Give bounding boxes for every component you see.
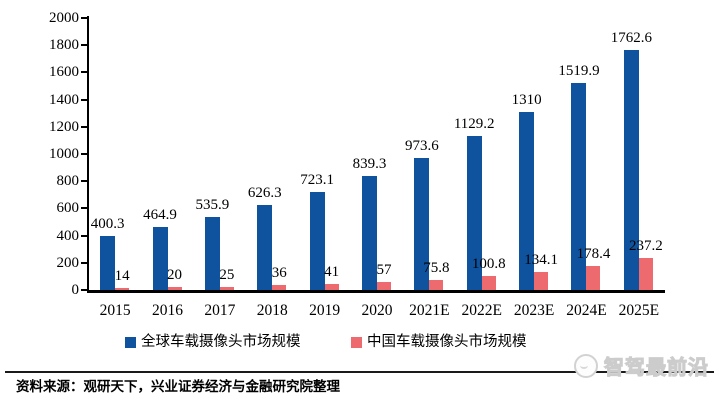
y-tick-mark	[81, 261, 88, 264]
x-tick-label: 2022E	[461, 302, 502, 319]
china-series-bar	[638, 257, 653, 290]
global-series-bar	[257, 204, 273, 290]
china-value-label: 134.1	[524, 251, 558, 268]
watermark: 智驾最前沿	[574, 351, 709, 380]
y-tick-label: 1600	[49, 64, 79, 81]
legend: 全球车载摄像头市场规模 中国车载摄像头市场规模	[0, 334, 719, 352]
y-tick-label: 400	[56, 227, 80, 244]
global-series-bar	[571, 83, 587, 290]
source-note: 资料来源：观研天下，兴业证券经济与金融研究院整理	[16, 379, 340, 394]
y-tick-mark	[81, 125, 88, 128]
global-value-label: 626.3	[247, 184, 282, 201]
legend-item-global: 全球车载摄像头市场规模	[125, 334, 301, 350]
global-series-bar	[204, 217, 220, 290]
china-series-bar	[324, 284, 339, 290]
y-tick-mark	[81, 289, 88, 291]
x-tick-label: 2020	[361, 302, 393, 319]
footer-divider-line	[5, 371, 714, 373]
y-tick-mark	[81, 98, 88, 101]
x-tick-label: 2025E	[618, 302, 660, 319]
y-tick-label: 1000	[49, 146, 79, 162]
y-tick-label: 800	[56, 173, 80, 190]
global-series-bar	[152, 226, 168, 290]
y-tick-mark	[81, 153, 88, 155]
x-axis-baseline	[87, 290, 665, 293]
y-tick-mark	[81, 71, 88, 74]
global-value-label: 1129.2	[453, 116, 495, 133]
y-tick-label: 1800	[49, 37, 79, 54]
china-series-bar	[219, 286, 234, 290]
china-value-label: 36	[271, 265, 287, 282]
china-value-label: 75.8	[423, 259, 450, 276]
legend-label-china: 中国车载摄像头市场规模	[367, 334, 527, 350]
y-tick-mark	[81, 44, 88, 47]
global-value-label: 839.3	[352, 155, 387, 172]
global-value-label: 723.1	[300, 171, 334, 188]
china-series-bar	[377, 282, 391, 290]
x-tick-label: 2016	[152, 302, 184, 319]
china-series-bar	[272, 285, 287, 290]
global-value-label: 1519.9	[558, 63, 600, 80]
smiley-circle-logo-icon	[574, 353, 598, 378]
global-value-label: 1762.6	[610, 30, 652, 47]
y-tick-label: 0	[71, 282, 80, 298]
china-series-bar	[481, 276, 496, 290]
china-value-label: 57	[376, 262, 392, 279]
global-value-label: 535.9	[195, 197, 230, 214]
global-series-bar	[623, 50, 639, 290]
china-series-bar	[429, 279, 444, 290]
global-series-bar	[519, 111, 535, 290]
global-value-label: 973.6	[404, 137, 439, 154]
global-series-bar	[309, 191, 325, 290]
x-tick-label: 2015	[99, 302, 131, 319]
china-value-label: 178.4	[576, 245, 611, 262]
global-value-label: 1310	[511, 91, 542, 108]
y-tick-label: 1200	[49, 118, 79, 135]
y-axis-line	[87, 16, 89, 293]
x-tick-label: 2023E	[513, 302, 555, 319]
y-tick-mark	[81, 207, 88, 210]
x-tick-label: 2021E	[409, 302, 450, 319]
china-value-label: 20	[167, 267, 183, 284]
china-value-label: 41	[324, 264, 340, 281]
legend-item-china: 中国车载摄像头市场规模	[351, 334, 527, 350]
china-series-bar	[167, 287, 182, 290]
china-series-bar	[534, 271, 549, 290]
y-tick-mark	[81, 17, 88, 19]
watermark-text: 智驾最前沿	[604, 357, 709, 380]
global-value-label: 464.9	[143, 206, 177, 223]
y-tick-mark	[81, 234, 88, 237]
china-value-label: 100.8	[471, 256, 506, 273]
y-tick-label: 1400	[49, 91, 79, 108]
x-tick-label: 2017	[204, 302, 236, 319]
china-value-label: 14	[114, 268, 130, 285]
china-series-bar	[586, 265, 601, 290]
legend-swatch-global	[125, 336, 136, 348]
china-value-label: 237.2	[628, 237, 663, 254]
x-tick-label: 2024E	[566, 302, 607, 319]
china-series-bar	[115, 288, 130, 290]
y-tick-mark	[81, 180, 88, 183]
global-series-bar	[414, 157, 430, 290]
x-tick-label: 2019	[309, 302, 341, 319]
legend-swatch-china	[351, 336, 362, 348]
y-tick-label: 600	[56, 200, 80, 217]
global-series-bar	[362, 175, 377, 290]
global-series-bar	[466, 136, 482, 290]
global-series-bar	[100, 235, 116, 290]
global-value-label: 400.3	[90, 215, 125, 232]
y-tick-label: 200	[56, 254, 80, 271]
y-tick-label: 2000	[49, 10, 79, 26]
x-tick-label: 2018	[256, 302, 288, 319]
china-value-label: 25	[219, 266, 235, 283]
legend-label-global: 全球车载摄像头市场规模	[141, 334, 301, 350]
